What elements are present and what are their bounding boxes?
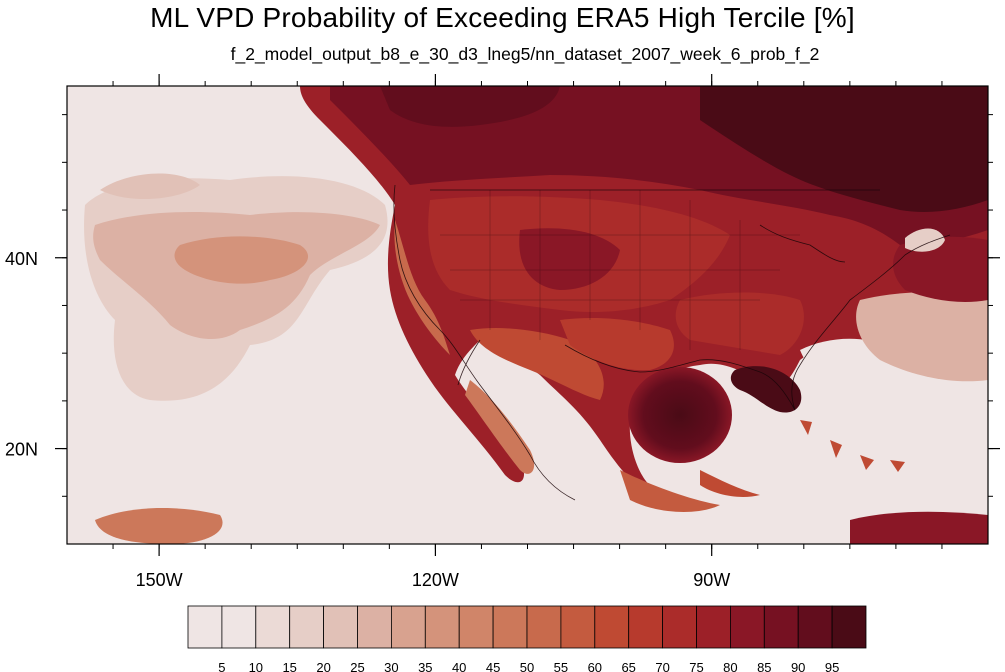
colorbar-box (492, 605, 528, 649)
axis-ticks: 150W 120W 90W 40N 20N (5, 74, 1000, 590)
map-title: ML VPD Probability of Exceeding ERA5 Hig… (150, 2, 855, 33)
north-pacific-patch (100, 173, 200, 200)
colorbar-box (255, 605, 291, 649)
west-coast-lighter (394, 220, 450, 355)
colorbar-box (662, 605, 697, 649)
colorbar-box (221, 605, 257, 649)
gulf-high-core (628, 367, 732, 463)
colorbar-box (763, 605, 799, 649)
colorbar-box (289, 605, 325, 649)
colorbar-box (560, 605, 596, 649)
colorbar-label: 5 (218, 660, 225, 672)
y-tick-label: 40N (5, 249, 38, 269)
plains-core (519, 228, 620, 290)
northeast-canada-core (700, 86, 988, 212)
southeast-field (675, 292, 804, 355)
colorbar-label: 55 (554, 660, 568, 672)
colorbar-label: 45 (486, 660, 500, 672)
colorbar-box (390, 605, 426, 649)
baja-lighter (465, 380, 535, 474)
colorbar-label: 35 (418, 660, 432, 672)
colorbar-label: 90 (791, 660, 805, 672)
caribbean-spots (700, 420, 905, 497)
colorbar-box (357, 605, 392, 649)
colorbar-label: 65 (621, 660, 635, 672)
x-tick-label: 120W (412, 570, 459, 590)
y-tick-label: 20N (5, 440, 38, 460)
probability-field (67, 86, 988, 544)
colorbar: 5 10 15 20 25 30 35 40 45 50 55 60 65 70 75 80 85 90 95 (187, 605, 867, 672)
colorbar-label: 75 (689, 660, 703, 672)
colorbar-box (696, 605, 731, 649)
colorbar-label: 50 (520, 660, 534, 672)
newfoundland-low (905, 228, 945, 252)
x-tick-label: 90W (693, 570, 730, 590)
colorbar-box (628, 605, 664, 649)
texas-field (560, 318, 674, 371)
colorbar-label: 80 (723, 660, 737, 672)
colorbar-box (797, 605, 833, 649)
atlantic-mid-patch (856, 291, 988, 382)
colorbar-label: 15 (282, 660, 296, 672)
colorbar-box (730, 605, 765, 649)
colorbar-box (458, 605, 494, 649)
colorbar-box (323, 605, 358, 649)
coastlines (393, 184, 951, 501)
colorbar-box (526, 605, 562, 649)
colorbar-label: 25 (350, 660, 364, 672)
southeast-corner (850, 511, 988, 544)
colorbar-box (424, 605, 460, 649)
atlantic-high-band (893, 236, 988, 302)
colorbar-box (187, 605, 223, 649)
east-pacific-south (95, 508, 223, 544)
state-boundaries (440, 190, 800, 350)
map-subtitle: f_2_model_output_b8_e_30_d3_lneg5/nn_dat… (230, 44, 820, 64)
colorbar-label: 85 (757, 660, 771, 672)
colorbar-label: 95 (825, 660, 839, 672)
colorbar-label: 10 (249, 660, 263, 672)
colorbar-label: 70 (655, 660, 669, 672)
colorbar-box (831, 605, 867, 649)
pacific-anomaly-core (174, 236, 309, 284)
southwest-lighter (470, 328, 604, 400)
colorbar-label: 30 (384, 660, 398, 672)
colorbar-box (594, 605, 630, 649)
central-america (620, 470, 720, 512)
florida-high (730, 366, 802, 413)
colorbar-label: 20 (316, 660, 330, 672)
x-tick-label: 150W (136, 570, 183, 590)
northwest-canada-core (380, 86, 560, 127)
colorbar-label: 40 (452, 660, 466, 672)
colorbar-label: 60 (588, 660, 602, 672)
